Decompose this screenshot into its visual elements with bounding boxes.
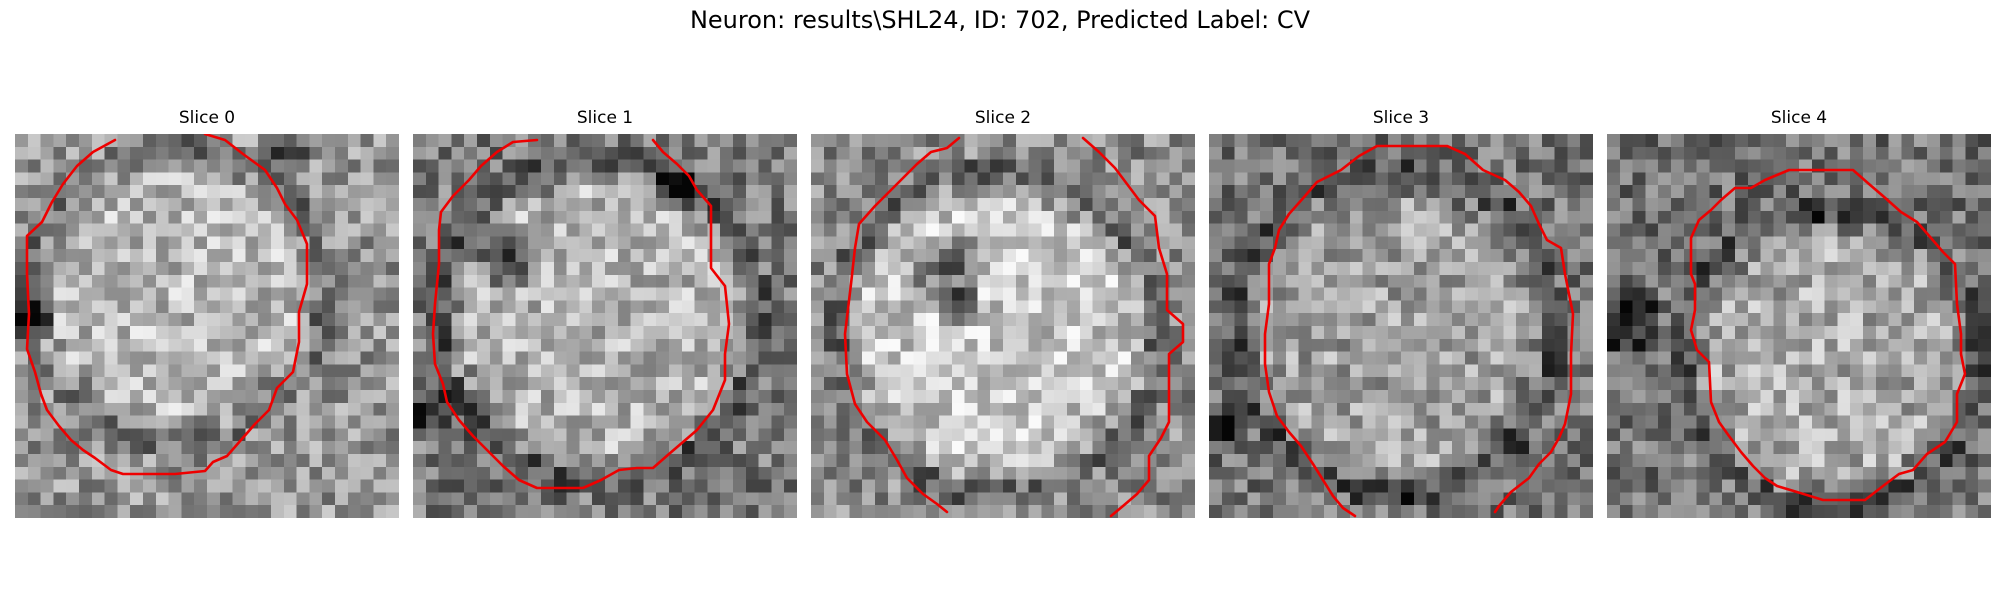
slice-panel-2: Slice 2 xyxy=(811,108,1195,518)
figure-title: Neuron: results\SHL24, ID: 702, Predicte… xyxy=(689,6,1311,34)
contour-overlay-1 xyxy=(431,138,731,490)
slice-panel-3: Slice 3 xyxy=(1209,108,1593,518)
slice-panel-1: Slice 1 xyxy=(413,108,797,518)
slice-image-3 xyxy=(1209,134,1593,518)
slice-title-3: Slice 3 xyxy=(1372,108,1430,128)
slice-title-1: Slice 1 xyxy=(576,108,634,128)
slice-title-4: Slice 4 xyxy=(1770,108,1828,128)
slice-title-2: Slice 2 xyxy=(974,108,1032,128)
contour-overlay-2 xyxy=(843,136,1185,518)
contour-overlay-4 xyxy=(1689,168,1967,502)
slice-panel-4: Slice 4 xyxy=(1607,108,1991,518)
cell-contour-1-main xyxy=(431,138,731,490)
slice-panel-0: Slice 0 xyxy=(15,108,399,518)
cell-contour-3-main xyxy=(1263,144,1575,518)
cell-contour-0 xyxy=(25,134,309,476)
slice-image-1 xyxy=(413,134,797,518)
slice-image-0 xyxy=(15,134,399,518)
contour-overlay-0 xyxy=(25,134,309,476)
slice-title-0: Slice 0 xyxy=(178,108,236,128)
cell-contour-2-left xyxy=(843,136,961,514)
contour-overlay-3 xyxy=(1263,144,1575,518)
slice-image-2 xyxy=(811,134,1195,518)
cell-contour-2-right xyxy=(1081,136,1185,518)
cell-contour-4 xyxy=(1689,168,1967,502)
